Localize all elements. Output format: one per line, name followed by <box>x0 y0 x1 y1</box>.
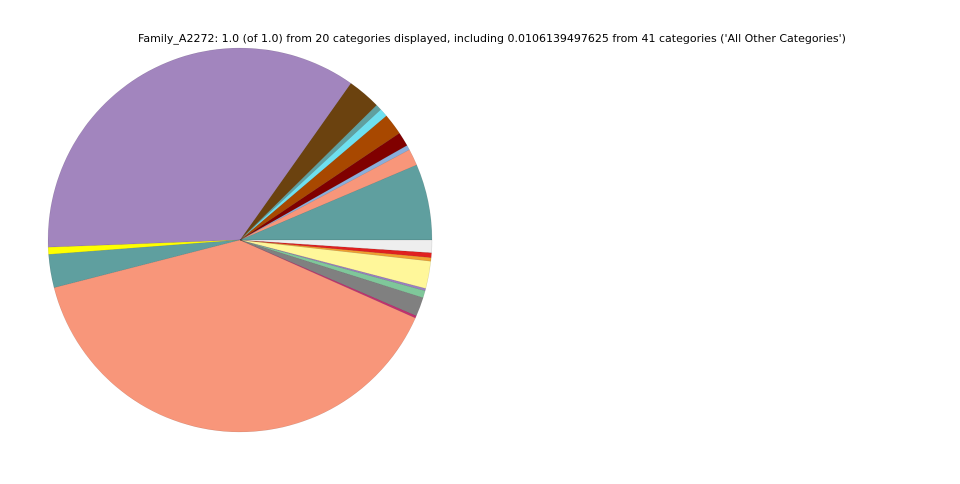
pie-slice <box>47 47 352 248</box>
pie-slice <box>47 239 241 255</box>
pie-slice <box>239 164 433 241</box>
pie-slice <box>53 239 416 433</box>
pie-slice <box>239 239 424 317</box>
pie-slice <box>239 132 408 241</box>
pie-slice <box>239 82 377 241</box>
pie-slice <box>239 239 432 289</box>
pie-slice <box>239 239 427 292</box>
chart-title: Family_A2272: 1.0 (of 1.0) from 20 categ… <box>138 32 846 45</box>
pie-slice <box>239 239 432 258</box>
pie-slice <box>239 104 382 241</box>
pie-slice <box>239 239 417 319</box>
pie-slice <box>239 109 387 241</box>
pie-slice <box>239 115 400 241</box>
pie-slice <box>239 239 433 254</box>
pie-slice <box>48 239 241 289</box>
pie-slice <box>239 145 410 241</box>
pie-slice <box>239 239 432 262</box>
pie-slice <box>239 149 418 241</box>
pie-slice <box>239 239 426 299</box>
